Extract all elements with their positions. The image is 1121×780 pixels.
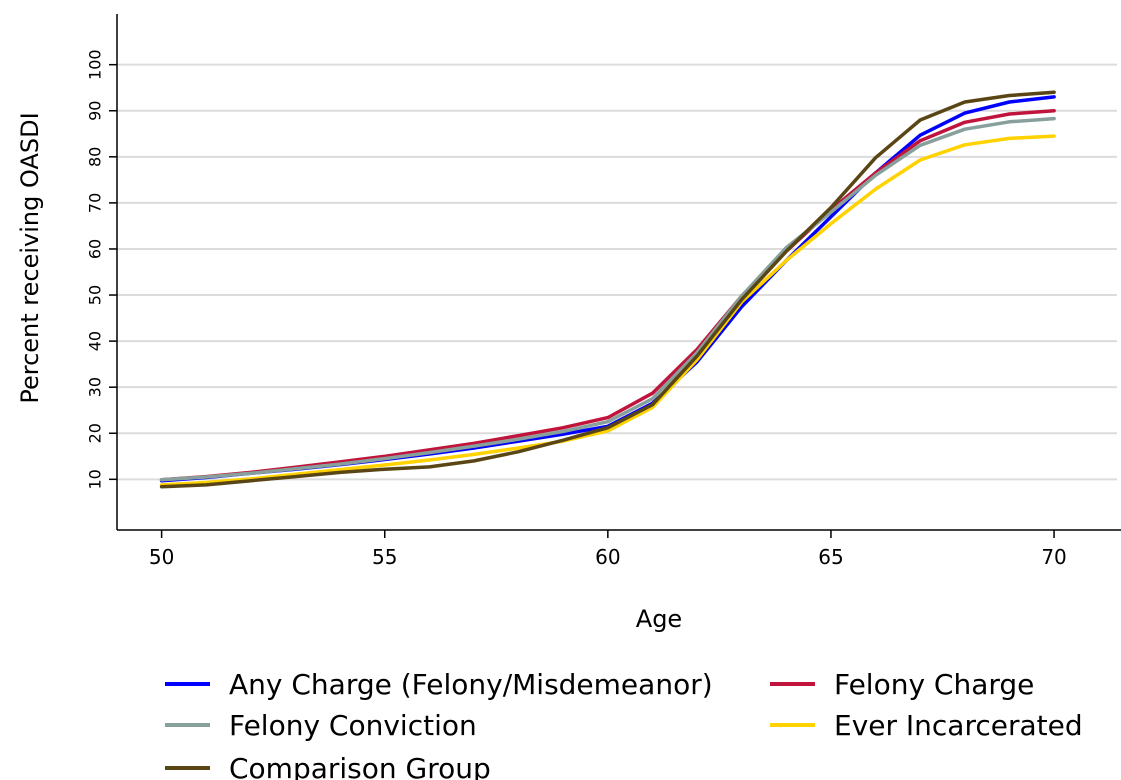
y-tick-label: 90 (86, 101, 105, 121)
series-line (159, 116, 1056, 482)
y-tick-label: 80 (86, 147, 105, 167)
legend-item: Any Charge (Felony/Misdemeanor) (165, 668, 713, 701)
legend-item: Ever Incarcerated (770, 709, 1083, 742)
y-tick-label: 20 (86, 423, 105, 443)
legend-label: Any Charge (Felony/Misdemeanor) (229, 668, 713, 701)
legend-item: Felony Charge (770, 668, 1034, 701)
x-tick-label: 60 (595, 545, 620, 569)
legend-label: Felony Charge (834, 668, 1034, 701)
x-tick-label: 55 (372, 545, 397, 569)
y-tick-label: 100 (86, 49, 105, 80)
legend-item: Comparison Group (165, 752, 491, 780)
y-tick-label: 60 (86, 239, 105, 259)
legend: Any Charge (Felony/Misdemeanor) Felony Ch… (165, 668, 1083, 780)
legend-label: Ever Incarcerated (834, 709, 1083, 742)
x-tick-label: 70 (1041, 545, 1066, 569)
legend-label: Comparison Group (229, 752, 491, 780)
y-tick-label: 10 (86, 469, 105, 489)
x-tick-label: 50 (149, 545, 174, 569)
legend-label: Felony Conviction (229, 709, 477, 742)
axes (116, 14, 1121, 531)
x-axis-title: Age (636, 605, 682, 633)
y-tick-label: 30 (86, 377, 105, 397)
series-lines (159, 90, 1056, 489)
legend-item: Felony Conviction (165, 709, 477, 742)
series-line (159, 90, 1056, 489)
y-tick-label: 40 (86, 331, 105, 351)
ticks: 10 20 30 40 50 60 70 80 90 100 50 55 60 65 70 (86, 49, 1067, 569)
y-axis-title: Percent receiving OASDI (16, 112, 44, 403)
gridlines (117, 63, 1117, 481)
y-tick-label: 70 (86, 193, 105, 213)
series-line (159, 134, 1056, 487)
y-tick-label: 50 (86, 285, 105, 305)
x-tick-label: 65 (818, 545, 843, 569)
